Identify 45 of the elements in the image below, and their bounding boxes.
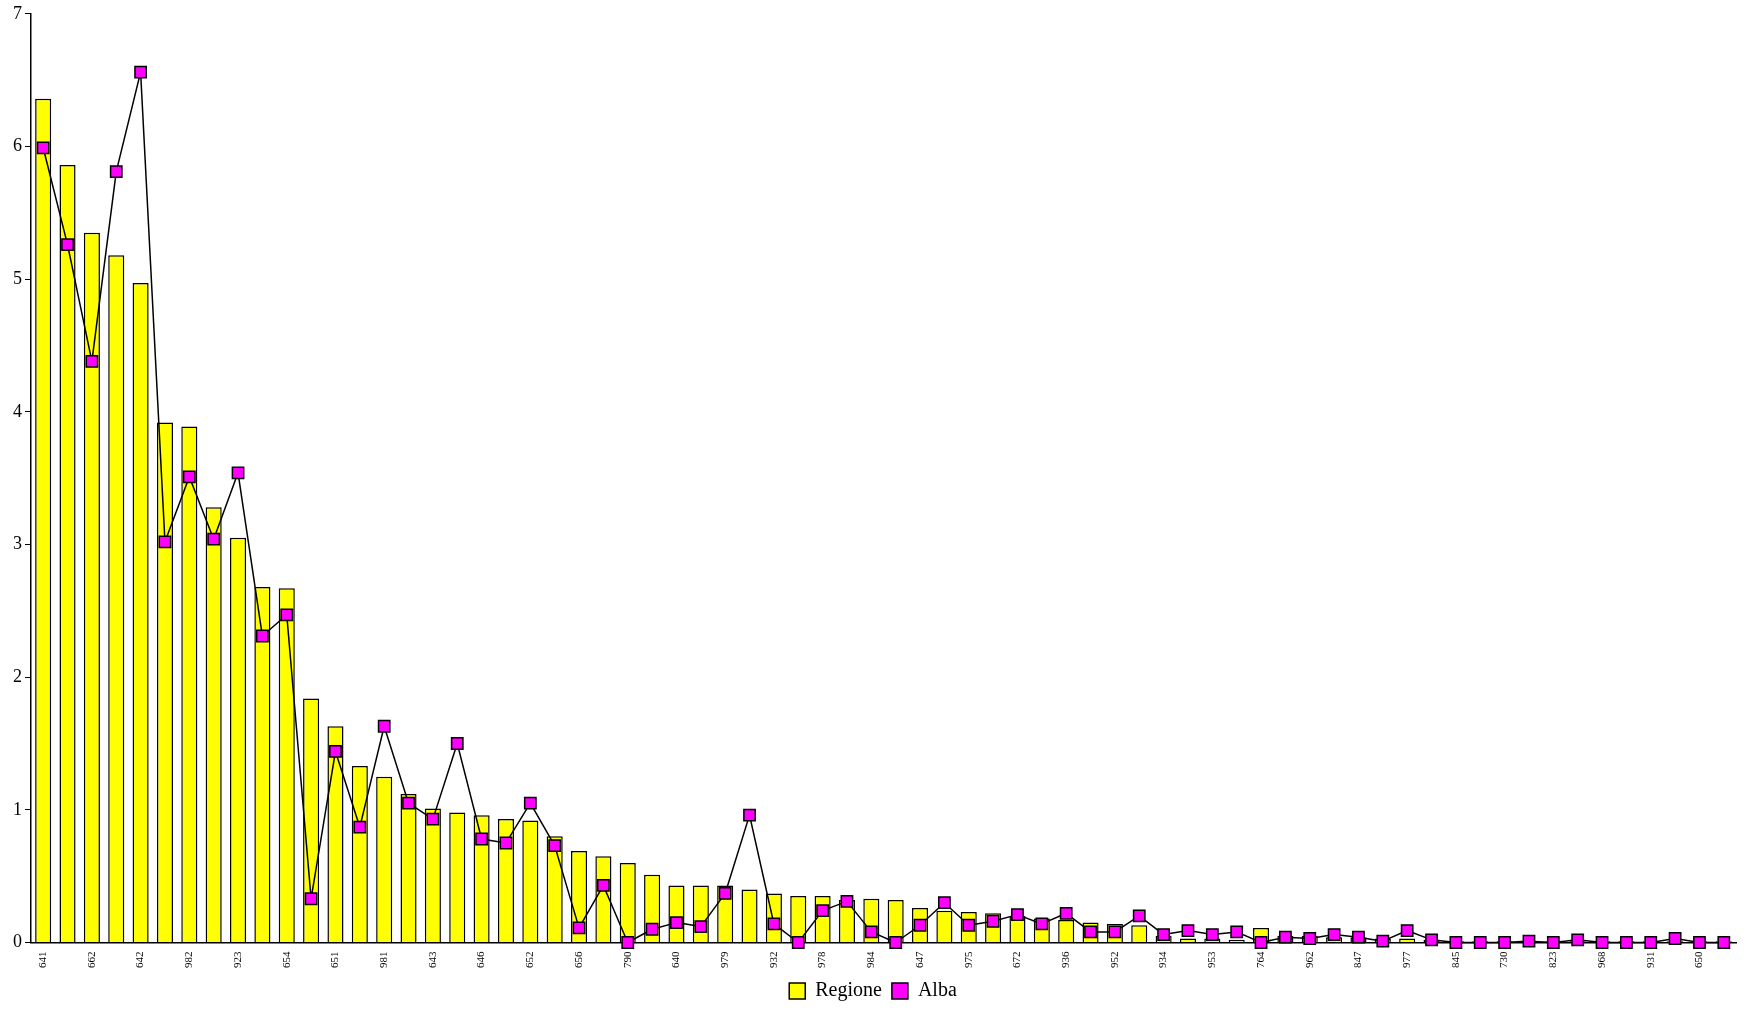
x-tick-label: 652 [523, 951, 536, 968]
x-tick-label: 932 [766, 951, 779, 968]
y-tick-label: 5 [13, 267, 22, 288]
x-tick-label: 730 [1497, 951, 1510, 968]
x-tick-label: 790 [620, 951, 633, 968]
x-tick-label: 656 [571, 951, 584, 968]
x-tick-label: 923 [230, 951, 243, 968]
y-tick-label: 4 [13, 400, 22, 421]
x-tick-label: 823 [1546, 951, 1559, 968]
x-tick-label: 672 [1010, 951, 1023, 968]
x-tick-label: 662 [84, 951, 97, 968]
x-tick-label: 654 [279, 951, 292, 968]
y-tick-label: 3 [13, 533, 22, 554]
legend-label: Regione [815, 978, 883, 1002]
x-tick-label: 934 [1156, 951, 1169, 968]
x-tick-label: 968 [1594, 951, 1607, 968]
x-tick-label: 641 [36, 951, 49, 968]
x-tick-label: 984 [864, 951, 877, 968]
y-tick-label: 0 [13, 931, 22, 952]
x-tick-label: 977 [1400, 951, 1413, 968]
x-tick-label: 936 [1059, 951, 1072, 968]
x-tick-label: 640 [669, 951, 682, 968]
legend-label: Alba [917, 978, 957, 1001]
x-tick-label: 646 [474, 951, 487, 968]
x-tick-label: 952 [1107, 951, 1120, 968]
x-tick-label: 643 [425, 951, 438, 968]
x-tick-label: 975 [961, 951, 974, 968]
x-tick-label: 764 [1253, 951, 1266, 968]
y-tick-label: 7 [13, 2, 22, 23]
y-tick-label: 6 [13, 135, 22, 156]
y-tick-label: 2 [13, 665, 22, 686]
x-tick-label: 979 [718, 951, 731, 968]
x-tick-label: 981 [377, 951, 390, 968]
x-tick-label: 962 [1302, 951, 1315, 968]
x-tick-label: 978 [815, 951, 828, 968]
x-tick-label: 931 [1643, 951, 1656, 968]
x-tick-label: 651 [328, 951, 341, 968]
x-tick-label: 847 [1351, 951, 1364, 968]
x-tick-label: 845 [1448, 951, 1461, 968]
x-tick-label: 982 [182, 951, 195, 968]
y-tick-label: 1 [13, 798, 22, 819]
x-tick-label: 953 [1205, 951, 1218, 968]
x-tick-label: 650 [1692, 951, 1705, 968]
x-tick-label: 647 [912, 951, 925, 968]
x-tick-label: 642 [133, 951, 146, 968]
